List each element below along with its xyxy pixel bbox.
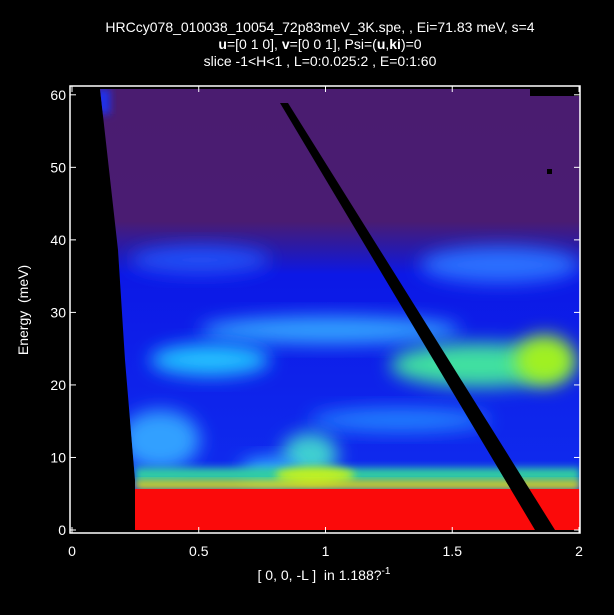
title-segment: ki <box>389 36 401 52</box>
x-axis-label: [ 0, 0, -L ] in 1.188?-1 <box>258 566 391 583</box>
x-tick-label: 1 <box>322 543 330 559</box>
y-tick-label: 50 <box>50 159 66 175</box>
x-tick-label: 0 <box>68 543 76 559</box>
x-tick-label: 2 <box>575 543 583 559</box>
y-tick-label: 30 <box>50 304 66 320</box>
y-tick-label: 60 <box>50 87 66 103</box>
x-tick-label: 0.5 <box>189 543 209 559</box>
y-tick-label: 0 <box>58 522 66 538</box>
x-label-segment: [ 0, 0, -L ] in 1.188? <box>258 567 382 583</box>
title-segment: HRCcy078_010038_10054_72p83meV_3K.spe, ,… <box>105 19 534 35</box>
chart-title-line: slice -1<H<1 , L=0:0.025:2 , E=0:1:60 <box>204 53 437 69</box>
chart-title-line: HRCcy078_010038_10054_72p83meV_3K.spe, ,… <box>105 19 534 35</box>
x-label-segment: -1 <box>382 566 391 577</box>
title-segment: =[0 1 0], <box>227 36 282 52</box>
y-tick-label: 20 <box>50 377 66 393</box>
title-segment: , <box>385 36 389 52</box>
intensity-features <box>100 89 580 530</box>
y-tick-label: 40 <box>50 232 66 248</box>
x-tick-label: 1.5 <box>443 543 463 559</box>
title-segment: slice -1<H<1 , L=0:0.025:2 , E=0:1:60 <box>204 53 437 69</box>
title-segment: )=0 <box>401 36 422 52</box>
y-axis-label: Energy (meV) <box>15 265 31 355</box>
chart-title-line: u=[0 1 0], v=[0 0 1], Psi=(u,ki)=0 <box>218 36 421 52</box>
y-tick-label: 10 <box>50 449 66 465</box>
title-segment: u <box>377 36 386 52</box>
title-segment: =[0 0 1], Psi=( <box>290 36 377 52</box>
title-segment: v <box>282 36 290 52</box>
title-segment: u <box>218 36 227 52</box>
heatmap-image <box>70 86 580 533</box>
